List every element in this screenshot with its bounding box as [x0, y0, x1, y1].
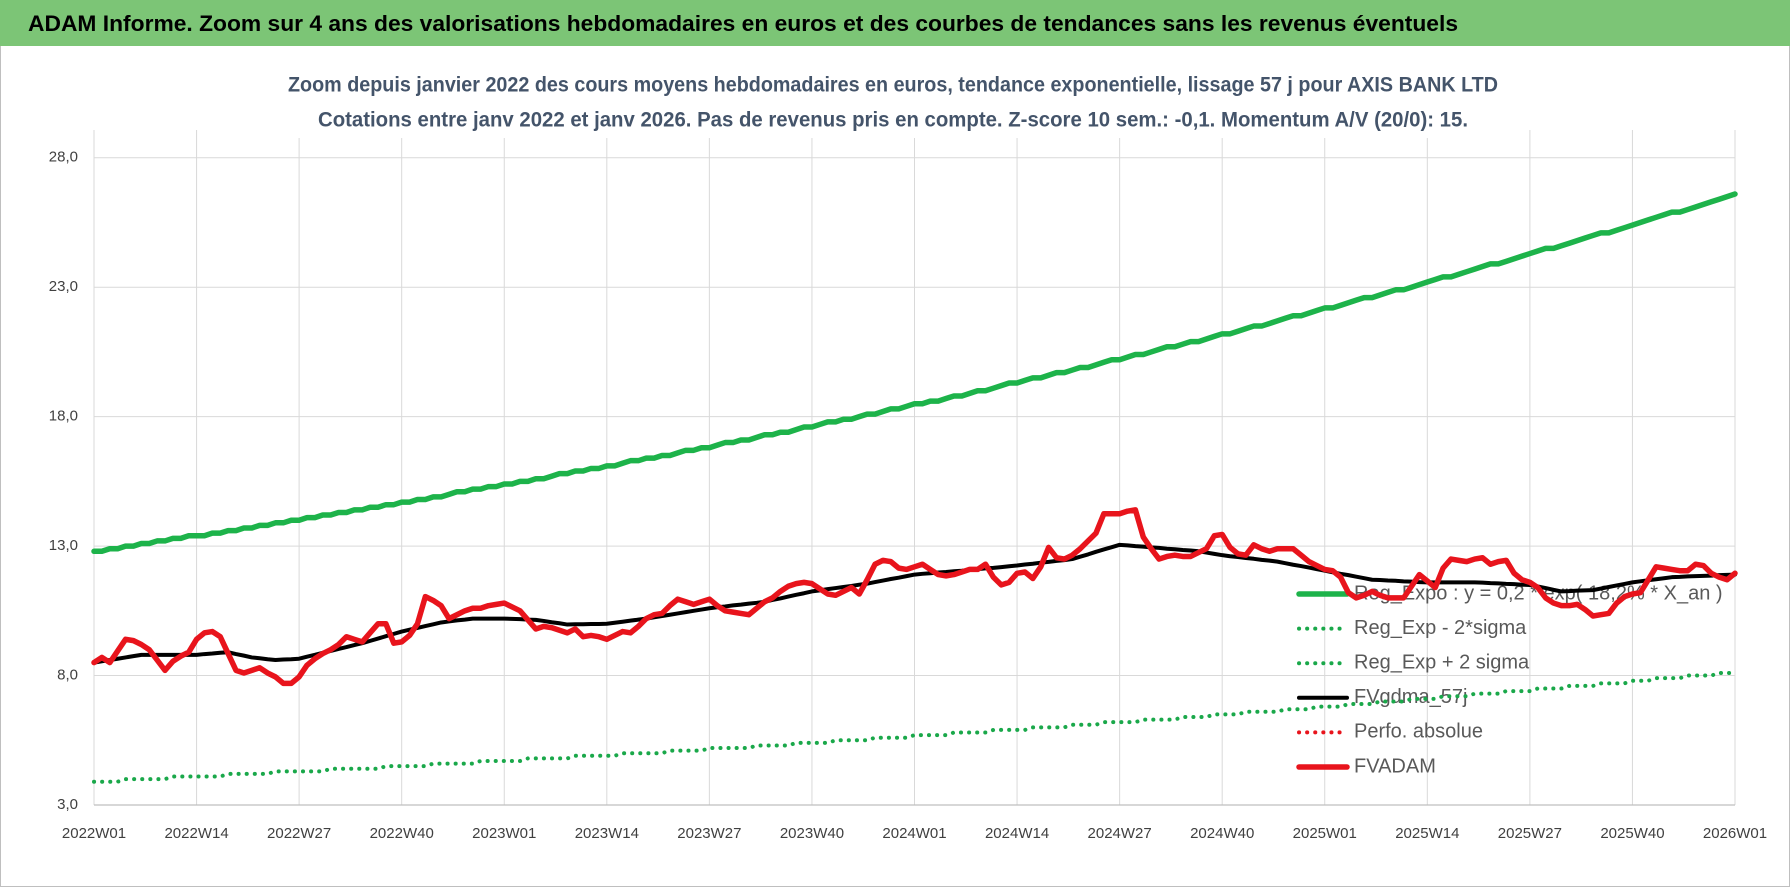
y-tick-label: 8,0 — [57, 667, 78, 684]
x-tick-label: 2024W01 — [882, 825, 946, 842]
header-bar — [0, 0, 1790, 46]
x-tick-label: 2023W14 — [575, 825, 639, 842]
x-tick-label: 2023W27 — [677, 825, 741, 842]
x-tick-label: 2022W27 — [267, 825, 331, 842]
y-tick-label: 13,0 — [49, 537, 78, 554]
x-tick-label: 2024W14 — [985, 825, 1049, 842]
grid — [93, 130, 1736, 806]
y-tick-label: 28,0 — [49, 149, 78, 166]
legend-label: Reg_Expo : y = 0,2 * exp( 18,2% * X_an ) — [1354, 582, 1723, 604]
x-tick-label: 2026W01 — [1703, 825, 1767, 842]
x-tick-label: 2024W27 — [1088, 825, 1152, 842]
legend-label: Perfo. absolue — [1354, 721, 1483, 743]
x-tick-label: 2025W27 — [1498, 825, 1562, 842]
y-tick-label: 23,0 — [49, 278, 78, 295]
legend-label: Reg_Exp + 2 sigma — [1354, 651, 1530, 673]
page-title: ADAM Informe. Zoom sur 4 ans des valoris… — [28, 11, 1458, 36]
x-tick-label: 2024W40 — [1190, 825, 1254, 842]
x-tick-label: 2023W01 — [472, 825, 536, 842]
x-tick-label: 2025W01 — [1293, 825, 1357, 842]
x-tick-label: 2025W14 — [1395, 825, 1459, 842]
series-line — [91, 507, 1738, 687]
x-tick-label: 2022W01 — [62, 825, 126, 842]
x-tick-label: 2022W40 — [370, 825, 434, 842]
x-tick-label: 2022W14 — [164, 825, 228, 842]
legend-label: Reg_Exp - 2*sigma — [1354, 617, 1527, 639]
axes: 3,0 8,0 13,0 18,0 23,0 28,0 2022W01 2022W14 2022… — [49, 149, 1767, 842]
series-line — [92, 542, 1737, 665]
y-tick-label: 18,0 — [49, 408, 78, 425]
y-tick-label: 3,0 — [57, 796, 78, 813]
x-tick-label: 2023W40 — [780, 825, 844, 842]
chart-title: Zoom depuis janvier 2022 des cours moyen… — [288, 74, 1498, 97]
plot-area — [91, 191, 1738, 784]
series-line — [91, 191, 1738, 555]
x-tick-label: 2025W40 — [1600, 825, 1664, 842]
legend-label: FVgdma_57j — [1354, 686, 1467, 708]
legend-label: FVADAM — [1354, 755, 1436, 777]
subtitle-background — [285, 70, 1503, 138]
series-line — [92, 670, 1737, 784]
chart-subtitle: Cotations entre janv 2022 et janv 2026. … — [318, 109, 1468, 132]
legend: Reg_Expo : y = 0,2 * exp( 18,2% * X_an )… — [1296, 582, 1723, 777]
